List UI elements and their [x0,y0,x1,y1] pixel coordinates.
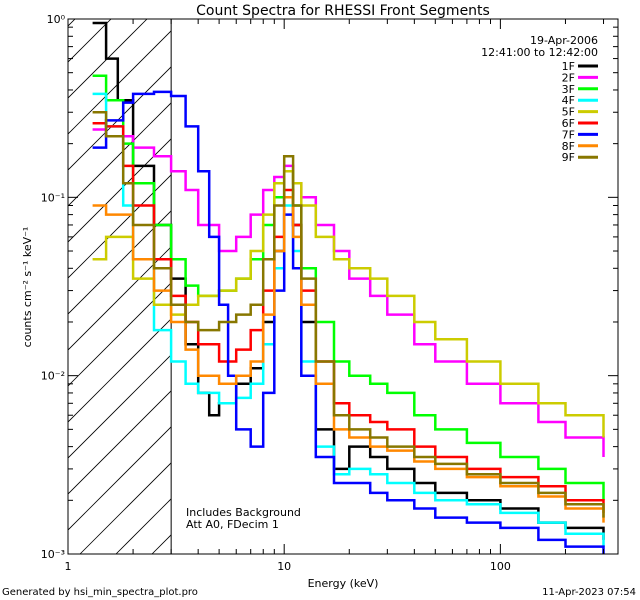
legend-label-9F: 9F [562,151,575,164]
hatch-line [68,19,112,63]
legend-label-4F: 4F [562,94,575,107]
hatch-line [0,0,104,554]
series-line-1F [92,21,605,540]
series-line-9F [92,110,605,518]
hatch-line [68,210,172,315]
y-tick-label: 10⁻² [41,370,65,383]
hatch-line [68,390,172,495]
legend-label-7F: 7F [562,128,575,141]
y-tick-labels: 10⁰ 10⁻¹ 10⁻² 10⁻³ [41,13,66,561]
x-tick-label: 1 [65,560,72,573]
x-tick-labels: 1 10 100 [65,560,511,573]
hatch-line [68,66,172,171]
y-axis-label: counts cm⁻² s⁻¹ keV⁻¹ [21,227,34,348]
hatch-line [440,0,640,554]
hatch-line [332,0,640,554]
hatch-line [79,462,172,554]
hatch-line [404,0,640,554]
y-tick-label: 10⁻³ [41,548,65,561]
legend-label-1F: 1F [562,60,575,73]
chart-title: Count Spectra for RHESSI Front Segments [196,3,490,19]
series-line-7F [92,90,605,554]
hatch-line [0,0,68,554]
hatch-line [68,318,172,423]
x-tick-label: 100 [490,560,511,573]
hatch-line [224,0,640,554]
hatch-line [584,0,640,554]
hatch-line [68,426,172,531]
x-tick-label: 10 [277,560,291,573]
hatch-line [68,102,172,207]
hatch-line [620,0,640,554]
plot-frame [67,18,619,555]
legend-label-5F: 5F [562,106,575,119]
info-date: 19-Apr-2006 [530,34,598,47]
legend-label-8F: 8F [562,140,575,153]
hatch-line [368,0,640,554]
hatch-line [68,19,148,99]
x-axis-label: Energy (keV) [308,577,379,590]
annotation-background: Includes Background [186,506,301,519]
annotation-attenuator: Att A0, FDecim 1 [186,518,279,531]
y-tick-label: 10⁰ [47,13,66,26]
hatch-line [512,0,640,554]
hatch-line [68,174,172,279]
legend-label-2F: 2F [562,71,575,84]
axis-ticks [67,18,618,555]
series-line-5F [92,170,605,438]
footer-date: 11-Apr-2023 07:54 [542,587,636,598]
hatch-line [68,30,172,135]
info-time-range: 12:41:00 to 12:42:00 [481,46,598,59]
legend-label-6F: 6F [562,117,575,130]
hatch-line [68,354,172,459]
hatched-region [0,0,640,554]
y-tick-label: 10⁻¹ [41,191,65,204]
series-lines [92,21,605,554]
footer-generated-by: Generated by hsi_min_spectra_plot.pro [2,587,198,598]
hatch-line [68,246,172,351]
hatch-line [68,138,172,243]
legend-label-3F: 3F [562,83,575,96]
